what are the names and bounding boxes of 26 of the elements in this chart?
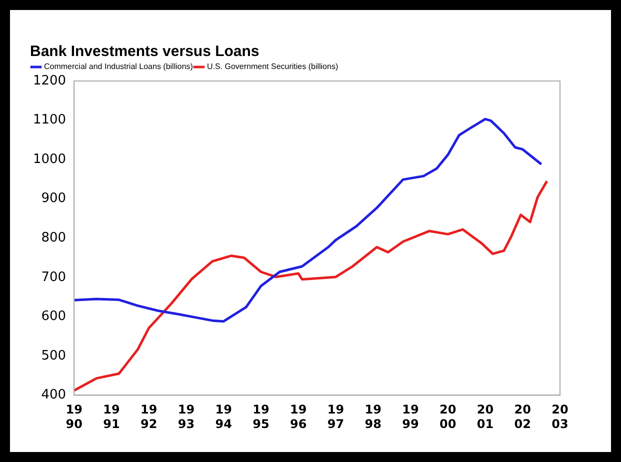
x-tick-label: 19 91	[103, 402, 120, 431]
x-tick-label: 20 01	[476, 402, 494, 431]
x-tick-label: 19 93	[178, 402, 195, 431]
x-tick-label: 20 02	[514, 402, 531, 431]
x-tick-label: 19 92	[140, 402, 158, 431]
x-tick-label: 19 99	[402, 402, 419, 431]
x-tick-label: 19 94	[215, 402, 232, 431]
legend-label: Commercial and Industrial Loans (billions)	[44, 62, 194, 72]
x-tick-label: 19 95	[252, 402, 270, 431]
y-tick-label: 600	[41, 309, 66, 324]
x-tick-label: 20 00	[440, 402, 456, 431]
chart-title: Bank Investments versus Loans	[30, 43, 260, 60]
x-tick-label: 20 03	[552, 402, 568, 431]
y-tick-label: 1000	[32, 152, 66, 167]
y-tick-label: 800	[41, 230, 66, 246]
y-tick-label: 400	[41, 388, 66, 403]
y-tick-label: 900	[41, 191, 66, 206]
y-tick-label: 700	[41, 270, 66, 285]
x-tick-label: 19 98	[364, 402, 382, 431]
x-tick-label: 19 90	[66, 402, 82, 431]
y-tick-label: 1100	[32, 112, 66, 128]
legend-label: U.S. Government Securities (billions)	[206, 62, 338, 72]
y-tick-label: 500	[41, 348, 66, 364]
y-tick-label: 1200	[32, 73, 66, 88]
x-tick-label: 19 97	[327, 402, 344, 431]
x-tick-label: 19 96	[290, 402, 307, 431]
